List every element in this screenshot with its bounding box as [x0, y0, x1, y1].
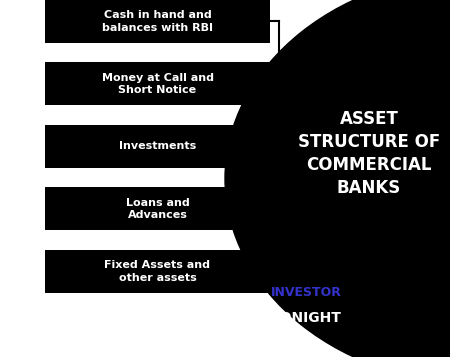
Circle shape: [225, 0, 450, 357]
Bar: [45, 125, 270, 168]
Text: INVESTOR: INVESTOR: [271, 286, 342, 299]
Text: ASSET
STRUCTURE OF
COMMERCIAL
BANKS: ASSET STRUCTURE OF COMMERCIAL BANKS: [298, 110, 440, 197]
Bar: [45, 187, 270, 230]
Text: Cash in hand and
balances with RBI: Cash in hand and balances with RBI: [102, 10, 213, 32]
Bar: [45, 62, 270, 105]
Bar: [45, 250, 270, 293]
Text: Fixed Assets and
other assets: Fixed Assets and other assets: [104, 260, 211, 282]
Text: TONIGHT: TONIGHT: [271, 311, 342, 325]
Text: Loans and
Advances: Loans and Advances: [126, 198, 189, 220]
Bar: [45, 0, 270, 43]
Text: Investments: Investments: [119, 141, 196, 151]
Text: Money at Call and
Short Notice: Money at Call and Short Notice: [102, 73, 213, 95]
